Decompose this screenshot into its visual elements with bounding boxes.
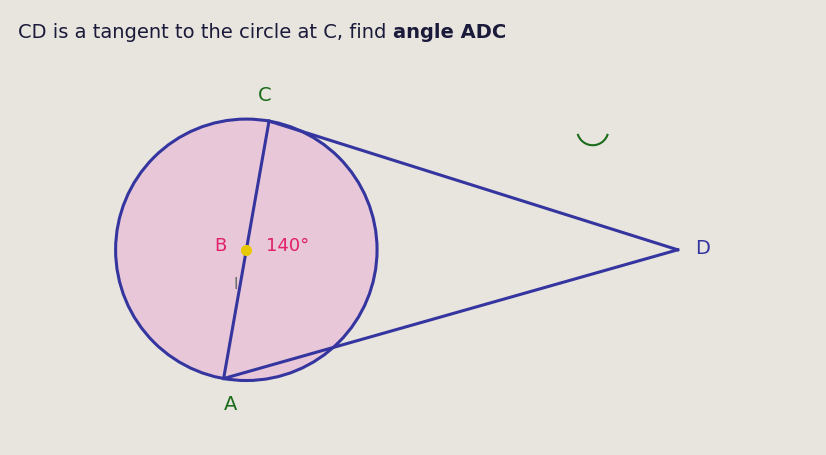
Text: B: B	[215, 236, 226, 254]
Text: angle ADC: angle ADC	[393, 23, 506, 42]
Text: I: I	[234, 276, 238, 291]
Text: D: D	[695, 238, 710, 257]
Text: A: A	[224, 394, 237, 413]
Circle shape	[116, 120, 377, 381]
Text: 140°: 140°	[266, 236, 309, 254]
Text: C: C	[259, 86, 272, 105]
Text: CD is a tangent to the circle at C, find: CD is a tangent to the circle at C, find	[18, 23, 393, 42]
